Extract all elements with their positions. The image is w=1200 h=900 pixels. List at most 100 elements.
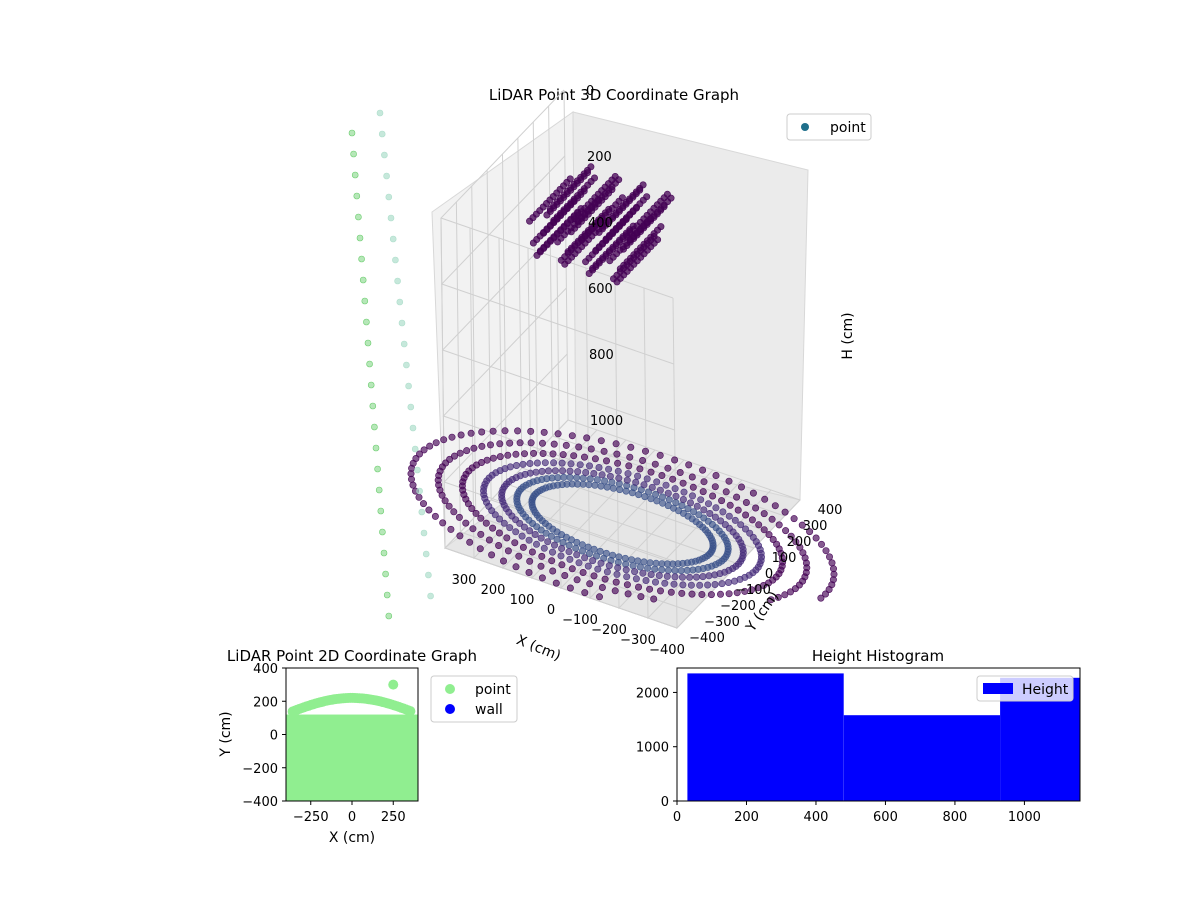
point-3d — [470, 444, 478, 452]
point-3d — [595, 463, 603, 471]
point-3d — [506, 439, 514, 447]
point-3d — [412, 454, 420, 462]
point-3d — [771, 502, 779, 510]
point-3d — [550, 541, 558, 549]
point-3d — [693, 502, 701, 510]
point-3d — [782, 527, 790, 535]
point-3d — [651, 578, 659, 586]
point-3d — [450, 508, 458, 516]
point-3d — [478, 442, 486, 450]
y-tick-label-3d: −100 — [735, 583, 771, 598]
point-3d — [687, 581, 695, 589]
point-3d — [558, 561, 566, 569]
point-3d — [618, 194, 626, 202]
point-3d — [456, 532, 464, 540]
point-3d — [628, 556, 636, 564]
point-3d — [359, 276, 367, 284]
point-3d — [643, 475, 651, 483]
point-3d — [552, 579, 560, 587]
point-3d — [634, 557, 642, 565]
chart-2d-title: LiDAR Point 2D Coordinate Graph — [227, 647, 477, 665]
point-3d — [685, 461, 693, 469]
point-3d — [665, 496, 673, 504]
point-3d — [660, 203, 668, 211]
point-3d — [611, 587, 619, 595]
point-3d — [396, 298, 404, 306]
point-3d — [658, 560, 666, 568]
point-3d — [559, 467, 567, 475]
point-3d — [467, 429, 475, 437]
point-3d — [573, 551, 581, 559]
point-3d — [664, 464, 672, 472]
point-3d — [506, 524, 514, 532]
point-3d — [718, 497, 726, 505]
point-3d — [573, 474, 581, 482]
x-tick-label-hist: 600 — [873, 810, 898, 825]
scatter-2d-point-fill — [286, 714, 418, 801]
x-tick-label-3d: 100 — [510, 593, 535, 608]
point-3d — [439, 519, 447, 527]
y-tick-label-3d: 0 — [765, 567, 773, 582]
point-3d — [526, 557, 534, 565]
point-3d — [625, 462, 633, 470]
point-3d — [623, 476, 631, 484]
point-3d — [572, 544, 580, 552]
point-3d — [466, 538, 474, 546]
point-3d — [351, 171, 359, 179]
point-3d — [512, 563, 520, 571]
point-3d — [680, 488, 688, 496]
y-tick-label-hist: 1000 — [636, 741, 669, 756]
point-3d — [623, 581, 631, 589]
point-3d — [706, 509, 714, 517]
point-3d — [501, 427, 509, 435]
z-axis-label-3d: H (cm) — [840, 312, 856, 359]
point-3d — [579, 480, 587, 488]
point-3d — [561, 571, 569, 579]
point-3d — [664, 489, 672, 497]
point-3d — [557, 552, 565, 560]
point-3d — [719, 508, 727, 516]
point-3d — [678, 589, 686, 597]
point-3d — [605, 465, 613, 473]
point-3d — [411, 445, 419, 453]
point-3d — [375, 486, 383, 494]
point-3d — [350, 150, 357, 158]
point-3d — [385, 612, 393, 620]
point-3d — [548, 557, 556, 565]
point-3d — [791, 585, 799, 593]
point-3d — [432, 439, 440, 447]
point-3d — [613, 450, 621, 458]
point-3d — [640, 481, 648, 489]
point-3d — [495, 529, 503, 537]
point-3d — [574, 209, 582, 217]
point-3d — [817, 540, 825, 548]
point-3d — [609, 484, 617, 492]
point-3d — [576, 461, 584, 469]
point-3d — [549, 450, 557, 458]
point-3d — [372, 444, 380, 452]
point-3d — [383, 591, 391, 599]
point-3d — [781, 591, 789, 599]
point-3d — [644, 564, 652, 572]
z-tick-label-3d: 1000 — [590, 414, 623, 429]
point-3d — [532, 468, 540, 476]
point-3d — [364, 339, 372, 347]
point-3d — [774, 593, 782, 601]
point-3d — [652, 559, 660, 567]
legend-3d-box — [786, 113, 872, 141]
point-3d — [652, 490, 660, 498]
point-3d — [567, 460, 575, 468]
point-3d — [500, 483, 508, 491]
point-3d — [540, 544, 548, 552]
point-3d — [574, 468, 582, 476]
point-3d — [531, 530, 539, 538]
y-tick-label-3d: 300 — [803, 519, 828, 534]
point-3d — [441, 497, 449, 505]
point-3d — [457, 431, 465, 439]
point-3d — [594, 196, 602, 204]
point-3d — [752, 504, 760, 512]
point-3d — [584, 562, 592, 570]
legend-3d-marker-point — [801, 123, 809, 131]
point-3d — [642, 576, 650, 584]
legend-3d-label-point: point — [830, 120, 866, 136]
